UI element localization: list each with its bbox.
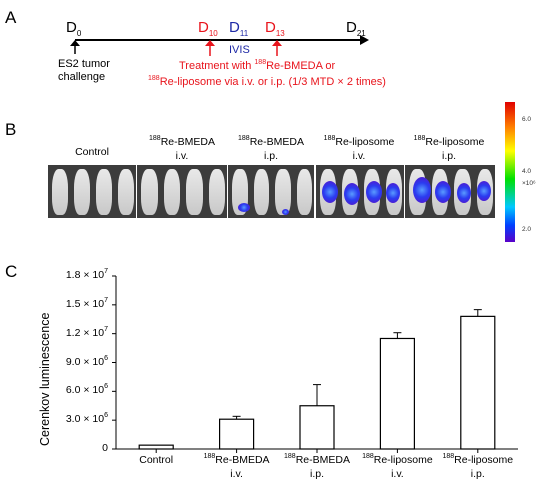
luminescence-signal (435, 181, 451, 203)
luminescence-signal (322, 181, 338, 203)
mouse-image (253, 169, 269, 215)
day-11-label: D11 (229, 19, 249, 38)
day-0-label: D0 (66, 19, 82, 38)
x-category-label: 188Re-BMEDA i.v. (203, 453, 270, 480)
bar (299, 405, 335, 450)
luminescence-signal (413, 177, 431, 203)
bar (379, 337, 415, 450)
luminescence-signal (282, 209, 289, 215)
x-category-label: Control (139, 454, 174, 466)
y-tick-label: 9.0 × 106 (65, 354, 108, 368)
x-category-label: 188Re-BMEDA i.p. (284, 453, 350, 480)
tumor-challenge-label: ES2 tumor challenge (58, 58, 110, 83)
bar (138, 444, 174, 450)
treatment-label: Treatment with 188Re-BMEDA or 188Re-lipo… (148, 59, 386, 88)
mouse-image-tile (48, 165, 136, 218)
mouse-image (208, 169, 225, 215)
y-tick-label: 1.8 × 107 (65, 268, 108, 281)
group-label-bmeda-iv: 188Re-BMEDA i.v. (149, 135, 215, 162)
mouse-image (118, 169, 134, 215)
panel-letter-b: B (5, 120, 17, 139)
ivis-label: IVIS (229, 44, 250, 56)
colorbar (505, 102, 515, 242)
colorbar-tick: 4.0 (522, 168, 532, 175)
mouse-image-tile (316, 165, 404, 218)
x-category-label: 188Re-liposome i.p. (442, 453, 514, 480)
y-tick-label: 3.0 × 106 (65, 412, 108, 426)
luminescence-signal (386, 183, 400, 203)
panel-letter-a: A (5, 8, 17, 27)
luminescence-signal (366, 181, 382, 203)
x-category-label: 188Re-liposome i.v. (362, 453, 433, 480)
group-label-liposome-iv: 188Re-liposome i.v. (323, 135, 395, 162)
mouse-image (163, 169, 180, 215)
timeline-axis (70, 35, 369, 56)
y-tick-label: 1.5 × 107 (65, 296, 108, 310)
y-tick-label: 6.0 × 106 (65, 383, 108, 397)
group-label-control: Control (75, 146, 109, 158)
mouse-image (186, 169, 203, 215)
luminescence-signal (238, 203, 250, 212)
mouse-image-tile (228, 165, 314, 218)
mouse-image-tile (405, 165, 495, 218)
day-13-label: D13 (265, 19, 285, 38)
y-tick-label: 1.2 × 107 (65, 325, 108, 339)
luminescence-signal (477, 181, 491, 201)
mouse-image (141, 169, 158, 215)
mouse-image (96, 169, 112, 215)
mouse-image-tile (137, 165, 227, 218)
day-10-label: D10 (198, 19, 218, 38)
mouse-image (296, 169, 312, 215)
colorbar-tick: 2.0 (522, 226, 532, 233)
luminescence-signal (457, 183, 471, 203)
group-label-liposome-ip: 188Re-liposome i.p. (413, 135, 485, 162)
group-label-bmeda-ip: 188Re-BMEDA i.p. (238, 135, 304, 162)
y-tick-label: 0 (102, 442, 108, 454)
day-21-label: D21 (346, 19, 366, 38)
bar (460, 315, 496, 450)
mouse-image (52, 169, 68, 215)
luminescence-signal (344, 183, 360, 205)
mouse-image (74, 169, 90, 215)
mouse-image (275, 169, 291, 215)
bar (219, 418, 255, 450)
panel-letter-c: C (5, 262, 18, 281)
colorbar-tick: 6.0 (522, 116, 532, 123)
colorbar-unit: ×10⁶ (522, 180, 536, 187)
